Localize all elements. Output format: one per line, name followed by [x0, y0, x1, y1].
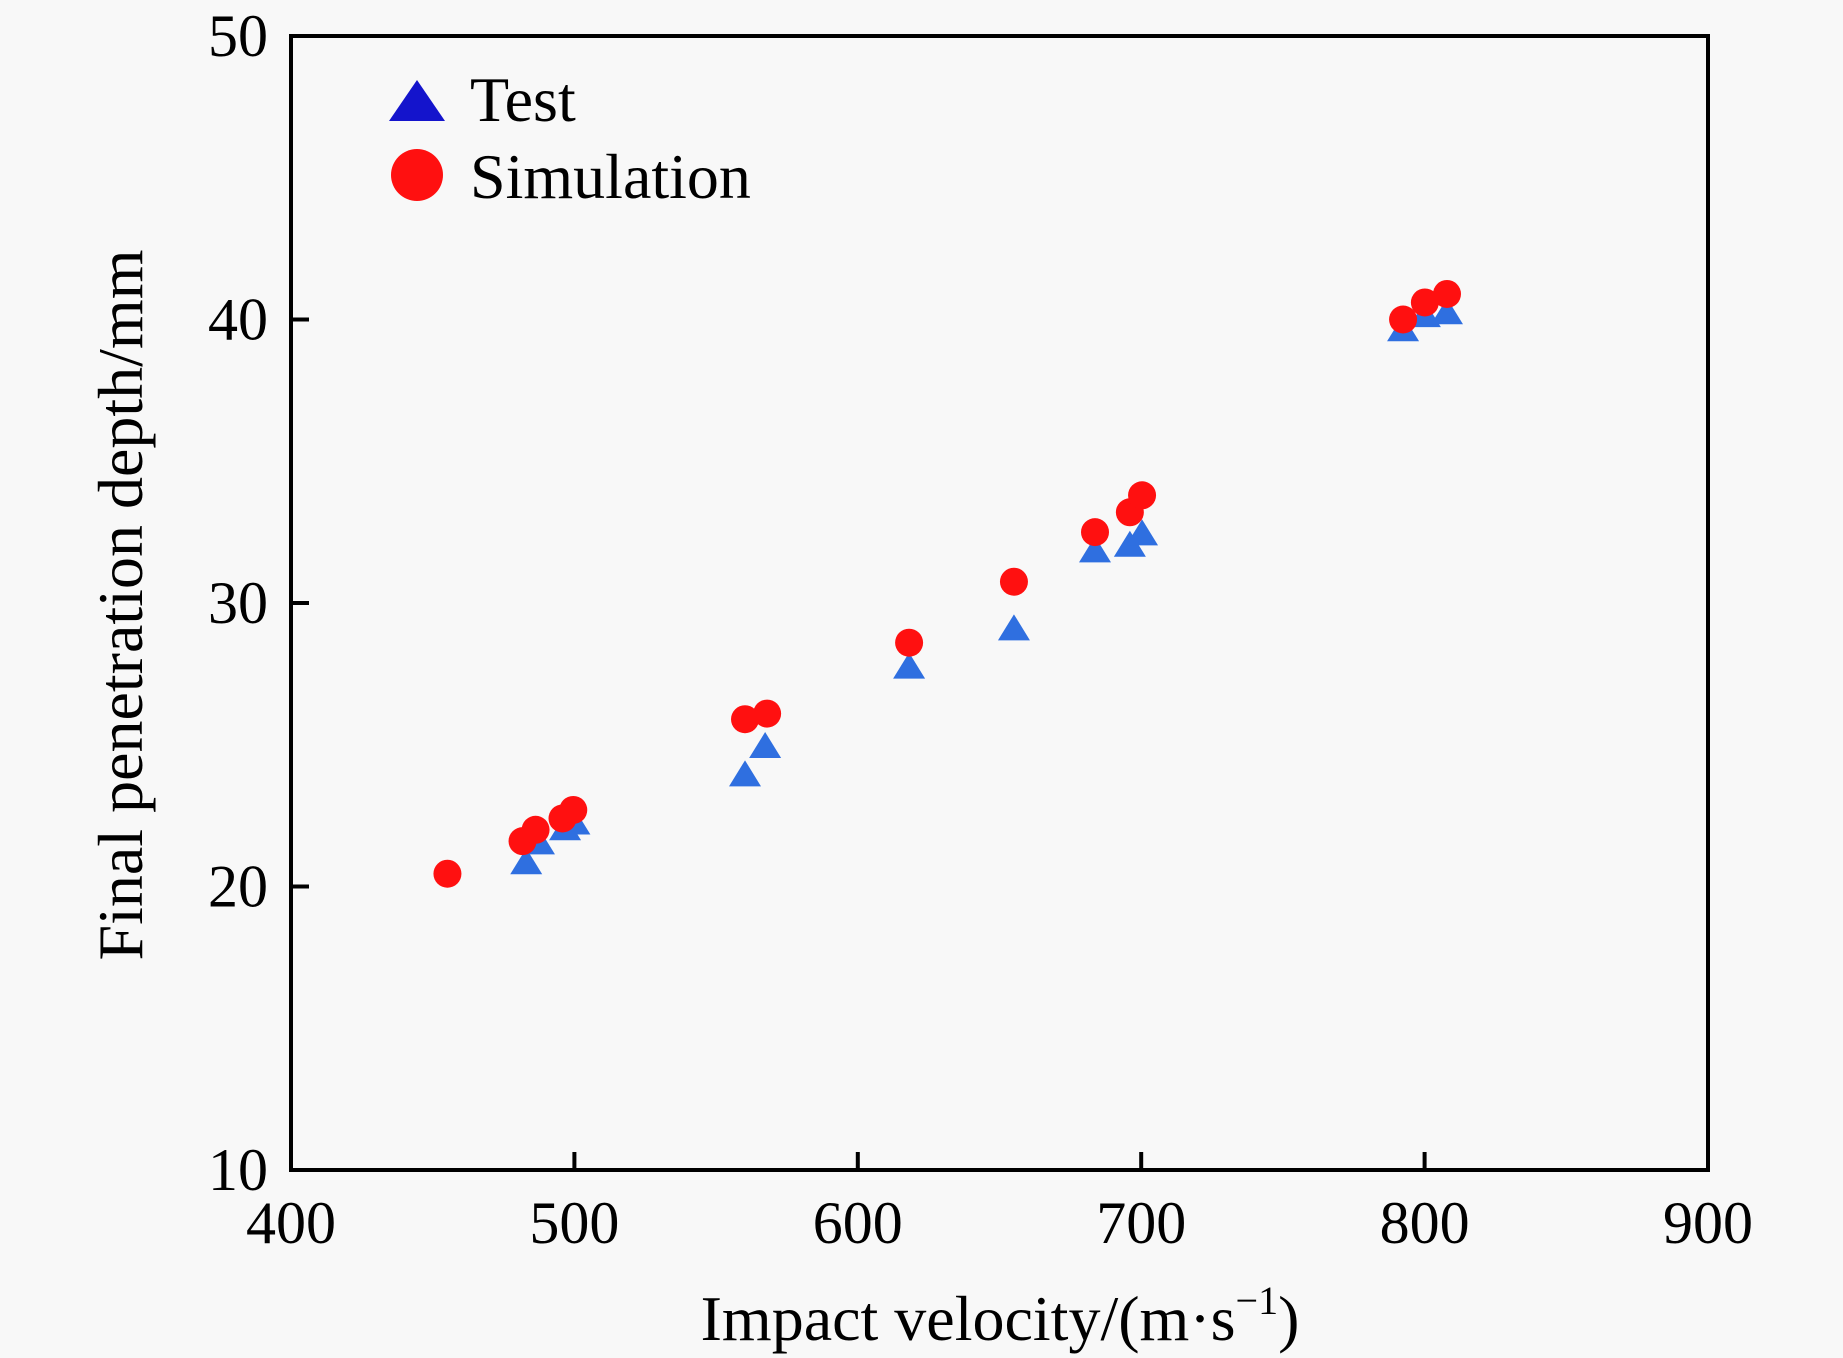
legend-simulation-label: Simulation — [470, 141, 751, 212]
simulation-point — [753, 699, 782, 728]
y-tick-label: 10 — [208, 1137, 268, 1203]
test-point — [1430, 298, 1463, 325]
y-tick-label: 20 — [208, 854, 268, 920]
axis-ticks — [291, 317, 1427, 1170]
y-tick-label: 30 — [208, 570, 268, 636]
legend: Test Simulation — [389, 64, 751, 212]
x-tick-label: 400 — [246, 1190, 336, 1256]
x-tick-label: 500 — [529, 1190, 619, 1256]
y-axis-title: Final penetration depth/mm — [85, 250, 156, 961]
simulation-point — [559, 795, 588, 824]
y-tick-label: 50 — [208, 3, 268, 69]
simulation-point — [1410, 288, 1439, 317]
simulation-point — [433, 859, 462, 888]
simulation-point — [1081, 518, 1110, 547]
simulation-point — [1389, 305, 1418, 334]
test-point — [749, 731, 782, 758]
test-point — [510, 848, 543, 875]
legend-test-label: Test — [470, 64, 576, 135]
simulation-point — [521, 815, 550, 844]
simulation-point — [1128, 481, 1157, 510]
tick-labels: 400 500 600 700 800 900 10 20 30 40 50 — [208, 3, 1753, 1256]
legend-test-marker — [389, 80, 445, 121]
data-marks — [433, 279, 1463, 888]
simulation-point — [731, 705, 760, 734]
x-tick-label: 800 — [1380, 1190, 1470, 1256]
x-axis-title: Impact velocity/(m·s−1) — [701, 1278, 1300, 1354]
test-point — [1126, 519, 1159, 546]
test-point — [997, 614, 1030, 641]
simulation-point — [999, 567, 1028, 596]
test-point — [729, 760, 762, 787]
simulation-point — [895, 628, 924, 657]
x-tick-label: 900 — [1663, 1190, 1753, 1256]
test-point — [893, 652, 926, 679]
x-tick-label: 600 — [813, 1190, 903, 1256]
legend-simulation-marker — [391, 149, 443, 201]
simulation-point — [1432, 279, 1461, 308]
x-tick-label: 700 — [1096, 1190, 1186, 1256]
test-point — [1079, 536, 1112, 563]
y-tick-label: 40 — [208, 287, 268, 353]
